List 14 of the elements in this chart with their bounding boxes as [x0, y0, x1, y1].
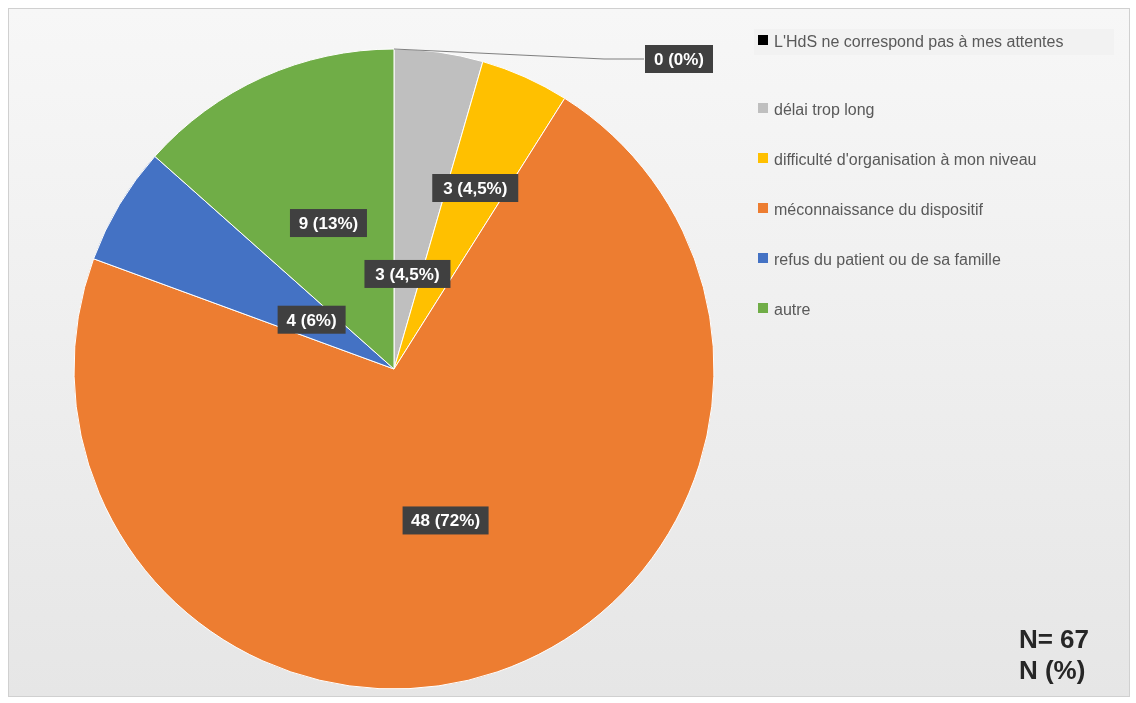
text: 0 (0%) [653, 50, 705, 69]
data-label: 3 (4,5%) [375, 264, 440, 284]
legend-label: difficulté d'organisation à mon niveau [774, 150, 1037, 170]
legend-label: autre [774, 300, 811, 320]
data-label: 48 (72%) [411, 511, 481, 531]
data-label: 4 (6%) [286, 310, 337, 330]
text: N (%) [1018, 655, 1087, 686]
data-label: 3 (4,5%) [443, 179, 508, 199]
data-label: 9 (13%) [298, 214, 359, 234]
slice-label: méconnaissance du dispositif [774, 200, 984, 220]
text: N= 67 [1018, 624, 1089, 655]
legend-label: L'HdS ne correspond pas à mes attentes [774, 32, 1064, 52]
legend-label: refus du patient ou de sa famille [774, 250, 1001, 270]
legend-label: délai trop long [774, 100, 875, 120]
